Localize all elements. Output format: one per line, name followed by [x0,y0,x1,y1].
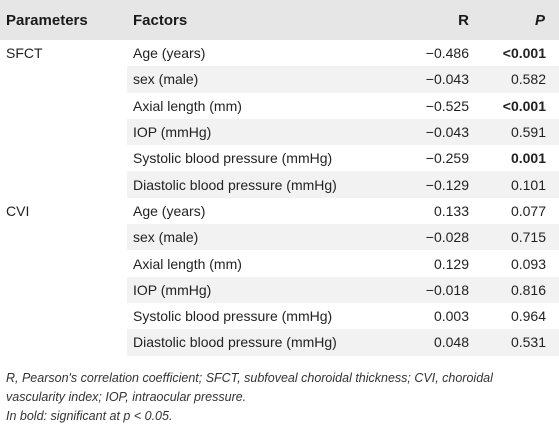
cell-factor: Age (years) [133,202,206,219]
table-row: Axial length (mm) 0.129 0.093 [0,250,559,276]
correlation-table-container: Parameters Factors R P SFCT Age (years) −0… [0,0,559,426]
cell-r: −0.525 [425,97,469,114]
cell-parameter [0,145,127,171]
cell-r: −0.028 [389,224,475,251]
cell-parameter [0,93,127,119]
cell-parameter: CVI [6,202,30,219]
table-row: IOP (mmHg) −0.043 0.591 [0,118,559,146]
cell-r: −0.043 [389,66,475,93]
footnote-bold-note: In bold: significant at p < 0.05. [6,408,173,423]
cell-factor: Systolic blood pressure (mmHg) [133,150,333,167]
cell-factor: Axial length (mm) [133,255,242,272]
header-r: R [458,11,469,29]
cell-r: −0.129 [389,171,475,198]
header-p: P [534,11,545,29]
cell-parameter: SFCT [6,45,43,62]
cell-factor: sex (male) [127,66,389,93]
cell-parameter [0,118,127,146]
cell-parameter [0,171,127,198]
table-body: SFCT Age (years) −0.486 <0.001 sex (male) −0.… [0,40,559,356]
cell-p: 0.591 [475,118,559,146]
cell-p: 0.531 [475,329,559,356]
table-row: CVI Age (years) 0.133 0.077 [0,198,559,224]
cell-p: 0.093 [510,255,546,272]
header-factors: Factors [133,11,188,29]
header-row: Parameters Factors R P [0,0,559,40]
table-row: sex (male) −0.028 0.715 [0,224,559,251]
cell-p: 0.582 [475,66,559,93]
cell-parameter [0,329,127,356]
cell-factor: Diastolic blood pressure (mmHg) [127,329,389,356]
cell-p: 0.816 [475,276,559,303]
cell-parameter [0,276,127,303]
cell-p: <0.001 [502,97,546,114]
cell-factor: IOP (mmHg) [127,276,389,303]
cell-parameter [0,224,127,251]
cell-r: −0.043 [389,118,475,146]
table-row: SFCT Age (years) −0.486 <0.001 [0,40,559,66]
table-row: Axial length (mm) −0.525 <0.001 [0,93,559,119]
cell-r: −0.259 [425,150,469,167]
cell-r: 0.129 [433,255,469,272]
table-row: Systolic blood pressure (mmHg) 0.003 0.964 [0,303,559,329]
cell-p: 0.001 [510,150,546,167]
cell-r: −0.018 [389,276,475,303]
cell-factor: Systolic blood pressure (mmHg) [133,308,333,325]
footnote-abbreviations: R, Pearson's correlation coefficient; SF… [6,370,493,404]
cell-p: 0.715 [475,224,559,251]
cell-parameter [0,66,127,93]
cell-p: 0.964 [510,308,546,325]
table-row: Systolic blood pressure (mmHg) −0.259 0.00… [0,145,559,171]
table-header: Parameters Factors R P [0,0,559,40]
cell-parameter [0,250,127,276]
table-footnotes: R, Pearson's correlation coefficient; SF… [0,369,559,426]
cell-r: 0.048 [389,329,475,356]
cell-p: 0.077 [510,202,546,219]
cell-parameter [0,303,127,329]
cell-factor: Age (years) [133,45,206,62]
table-row: Diastolic blood pressure (mmHg) −0.129 0.1… [0,171,559,198]
table-row: IOP (mmHg) −0.018 0.816 [0,276,559,303]
correlation-table: Parameters Factors R P SFCT Age (years) −0… [0,0,559,356]
cell-r: 0.003 [433,308,469,325]
cell-factor: IOP (mmHg) [127,118,389,146]
table-row: sex (male) −0.043 0.582 [0,66,559,93]
table-row: Diastolic blood pressure (mmHg) 0.048 0.53… [0,329,559,356]
cell-r: −0.486 [425,45,469,62]
cell-p: 0.101 [475,171,559,198]
cell-factor: sex (male) [127,224,389,251]
cell-p: <0.001 [502,45,546,62]
header-parameters: Parameters [6,11,88,29]
cell-r: 0.133 [433,202,469,219]
cell-factor: Axial length (mm) [133,97,242,114]
cell-factor: Diastolic blood pressure (mmHg) [127,171,389,198]
